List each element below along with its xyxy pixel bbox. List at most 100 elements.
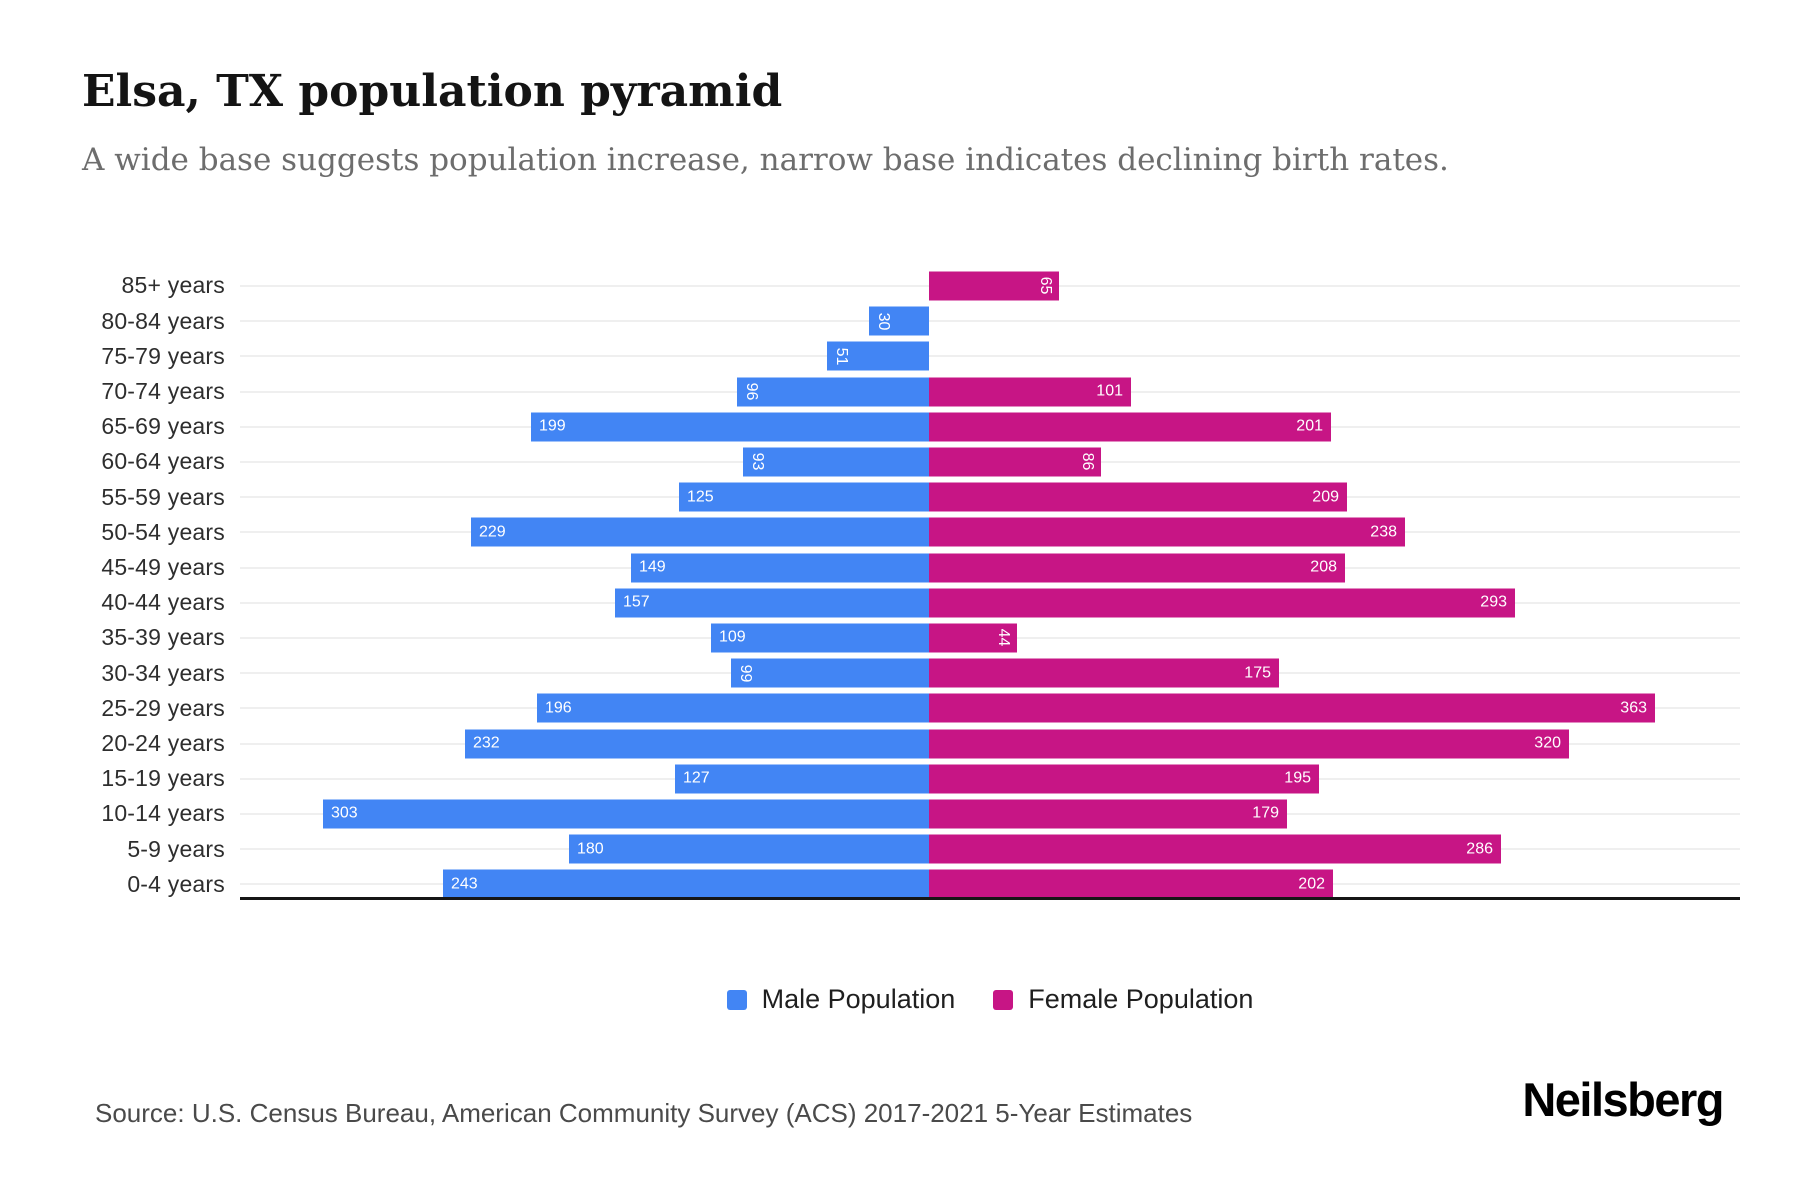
age-group-label: 50-54 years: [101, 518, 225, 545]
grid-line: [240, 355, 1740, 358]
male-bar: 229: [471, 517, 929, 547]
female-bar: 86: [929, 447, 1101, 477]
pyramid-row: 35-39 years 109 44: [0, 620, 1800, 655]
pyramid-row: 10-14 years 303 179: [0, 796, 1800, 831]
female-bar-value: 209: [1312, 488, 1339, 506]
male-bar: 109: [711, 623, 929, 653]
male-bar-value: 99: [737, 664, 754, 683]
age-group-label: 30-34 years: [101, 659, 225, 686]
age-group-label: 0-4 years: [127, 870, 225, 897]
legend-item-female: Female Population: [993, 984, 1253, 1015]
age-group-label: 60-64 years: [101, 448, 225, 475]
male-bar: 93: [743, 447, 929, 477]
female-bar-value: 86: [1079, 453, 1096, 471]
male-bar: 303: [323, 799, 929, 829]
male-bar-value: 30: [875, 312, 892, 331]
male-bar-value: 243: [451, 875, 478, 893]
female-bar-value: 101: [1096, 382, 1123, 400]
male-bar-value: 199: [539, 417, 566, 435]
female-bar: 363: [929, 693, 1655, 723]
female-bar: 44: [929, 623, 1017, 653]
male-bar: 99: [731, 658, 929, 688]
female-bar: 238: [929, 517, 1405, 547]
pyramid-row: 50-54 years 229 238: [0, 515, 1800, 550]
male-bar: 157: [615, 588, 929, 618]
male-bar-value: 157: [623, 593, 650, 611]
pyramid-row: 40-44 years 157 293: [0, 585, 1800, 620]
male-bar-value: 229: [479, 523, 506, 541]
female-bar-value: 286: [1466, 840, 1493, 858]
female-bar: 293: [929, 588, 1515, 618]
male-bar-value: 127: [683, 769, 710, 787]
pyramid-row: 80-84 years 30: [0, 304, 1800, 339]
male-bar: 199: [531, 412, 929, 442]
legend: Male Population Female Population: [240, 984, 1740, 1015]
male-bar-value: 196: [545, 699, 572, 717]
pyramid-row: 55-59 years 125 209: [0, 480, 1800, 515]
female-bar-value: 179: [1252, 804, 1279, 822]
x-axis-baseline: [240, 897, 1740, 900]
neilsberg-logo: Neilsberg: [1522, 1073, 1724, 1126]
female-legend-swatch-icon: [993, 989, 1014, 1010]
male-bar-value: 303: [331, 804, 358, 822]
age-group-label: 10-14 years: [101, 800, 225, 827]
male-bar: 125: [679, 482, 929, 512]
source-attribution: Source: U.S. Census Bureau, American Com…: [95, 1098, 1193, 1128]
male-bar-value: 125: [687, 488, 714, 506]
female-bar-value: 363: [1620, 699, 1647, 717]
male-bar: 30: [869, 306, 929, 336]
female-bar: 195: [929, 764, 1319, 794]
male-bar-value: 51: [833, 347, 850, 366]
female-bar: 175: [929, 658, 1279, 688]
male-bar: 243: [443, 869, 929, 899]
male-bar: 96: [737, 377, 929, 407]
pyramid-row: 15-19 years 127 195: [0, 761, 1800, 796]
male-legend-swatch-icon: [726, 989, 747, 1010]
age-group-label: 65-69 years: [101, 413, 225, 440]
pyramid-row: 25-29 years 196 363: [0, 691, 1800, 726]
pyramid-row: 45-49 years 149 208: [0, 550, 1800, 585]
male-bar-value: 180: [577, 840, 604, 858]
age-group-label: 40-44 years: [101, 589, 225, 616]
age-group-label: 85+ years: [121, 272, 225, 299]
age-group-label: 5-9 years: [127, 835, 225, 862]
grid-line: [240, 320, 1740, 323]
age-group-label: 75-79 years: [101, 342, 225, 369]
female-bar: 202: [929, 869, 1333, 899]
pyramid-row: 70-74 years 96 101: [0, 374, 1800, 409]
female-bar: 65: [929, 271, 1059, 301]
male-bar: 51: [827, 341, 929, 371]
pyramid-row: 20-24 years 232 320: [0, 726, 1800, 761]
female-bar-value: 320: [1534, 734, 1561, 752]
female-bar: 208: [929, 553, 1345, 583]
male-bar: 196: [537, 693, 929, 723]
age-group-label: 45-49 years: [101, 554, 225, 581]
pyramid-row: 85+ years 65: [0, 268, 1800, 303]
female-bar: 286: [929, 834, 1501, 864]
female-bar: 209: [929, 482, 1347, 512]
female-bar-value: 44: [995, 629, 1012, 647]
male-bar-value: 96: [743, 382, 760, 401]
female-bar-value: 175: [1244, 664, 1271, 682]
female-bar-value: 195: [1284, 769, 1311, 787]
female-bar: 179: [929, 799, 1287, 829]
age-group-label: 70-74 years: [101, 378, 225, 405]
male-bar: 232: [465, 729, 929, 759]
legend-item-male: Male Population: [726, 984, 956, 1015]
age-group-label: 55-59 years: [101, 483, 225, 510]
legend-female-label: Female Population: [1028, 984, 1254, 1014]
pyramid-row: 30-34 years 99 175: [0, 656, 1800, 691]
female-bar-value: 202: [1298, 875, 1325, 893]
male-bar: 149: [631, 553, 929, 583]
male-bar: 180: [569, 834, 929, 864]
male-bar-value: 149: [639, 558, 666, 576]
female-bar: 101: [929, 377, 1131, 407]
female-bar-value: 65: [1037, 277, 1054, 295]
pyramid-row: 0-4 years 243 202: [0, 867, 1800, 902]
male-bar: 127: [675, 764, 929, 794]
legend-male-label: Male Population: [761, 984, 956, 1014]
age-group-label: 35-39 years: [101, 624, 225, 651]
male-bar-value: 232: [473, 734, 500, 752]
